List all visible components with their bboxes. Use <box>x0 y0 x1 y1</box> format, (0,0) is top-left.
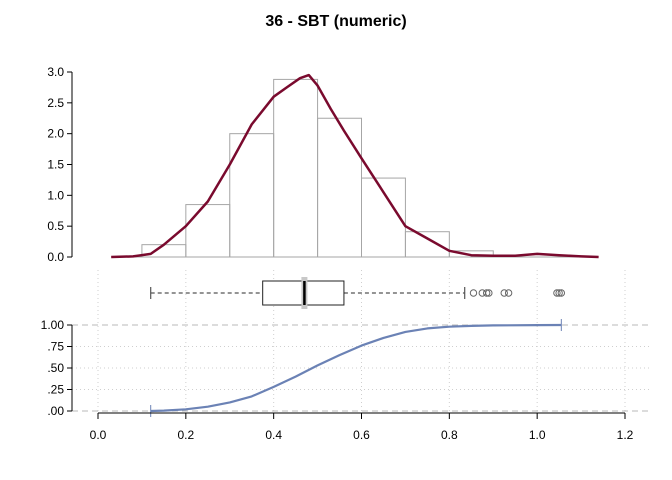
ecdf-y-tick-label: .00 <box>47 404 64 418</box>
hist-y-tick-label: 2.5 <box>47 96 64 110</box>
outlier-point <box>469 289 478 297</box>
ecdf-panel: 1.00 .75 .50 .25 .00 <box>41 318 650 418</box>
x-tick-label: 0.2 <box>177 428 194 442</box>
hist-y-tick-label: 1.5 <box>47 158 64 172</box>
ecdf-y-tick-label: .50 <box>47 361 64 375</box>
ecdf-y-tick-label: 1.00 <box>41 318 65 332</box>
density-curve <box>111 73 599 259</box>
x-tick-label: 1.2 <box>617 428 634 442</box>
hist-y-tick-label: 2.0 <box>47 127 64 141</box>
x-tick-label: 0.0 <box>90 428 107 442</box>
x-tick-label: 0.8 <box>441 428 458 442</box>
histogram-panel: 0.0 0.5 1.0 1.5 2.0 2.5 3.0 <box>47 65 599 264</box>
outlier-point <box>482 289 491 297</box>
outlier-point <box>555 289 563 297</box>
histogram-bar <box>273 78 319 258</box>
hist-y-tick-label: 0.0 <box>47 250 64 264</box>
x-tick-label: 0.4 <box>265 428 282 442</box>
histogram-bar <box>404 231 450 258</box>
outlier-point <box>553 289 561 297</box>
ecdf-y-tick-label: .25 <box>47 383 64 397</box>
chart-title: 36 - SBT (numeric) <box>265 13 406 30</box>
histogram-bar <box>317 117 363 258</box>
boxplot-panel <box>97 270 626 412</box>
ecdf-curve <box>150 323 562 413</box>
ecdf-y-tick-label: .75 <box>47 340 64 354</box>
x-axis: 0.0 0.2 0.4 0.6 0.8 1.0 1.2 <box>90 412 634 442</box>
outlier-point <box>485 289 493 297</box>
hist-y-tick-label: 1.0 <box>47 188 64 202</box>
hist-y-tick-label: 0.5 <box>47 219 64 233</box>
x-tick-label: 0.6 <box>353 428 370 442</box>
x-tick-label: 1.0 <box>529 428 546 442</box>
outlier-point <box>557 289 566 297</box>
outlier-point <box>504 289 513 297</box>
hist-y-tick-label: 3.0 <box>47 65 64 79</box>
histogram-bar <box>185 204 231 258</box>
outlier-point <box>500 289 508 297</box>
